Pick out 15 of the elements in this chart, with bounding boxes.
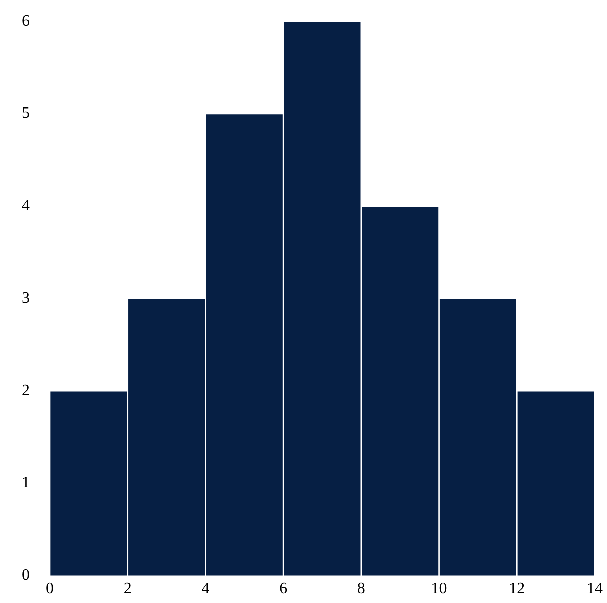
y-tick-label: 0 [22,567,30,584]
y-tick-label: 4 [22,198,30,215]
x-tick-label: 8 [357,580,366,598]
x-tick-label: 12 [509,580,526,598]
y-tick-label: 6 [22,12,30,30]
x-tick-label: 4 [202,580,210,598]
y-tick-label: 3 [22,290,30,307]
x-tick-label: 14 [587,580,603,598]
y-tick-label: 2 [22,382,30,400]
x-tick-label: 10 [431,580,448,598]
x-tick-label: 2 [124,580,132,598]
x-tick-label: 6 [280,580,288,598]
x-tick-label: 0 [46,580,54,598]
y-tick-label: 5 [22,105,30,122]
y-tick-label: 1 [22,474,30,492]
